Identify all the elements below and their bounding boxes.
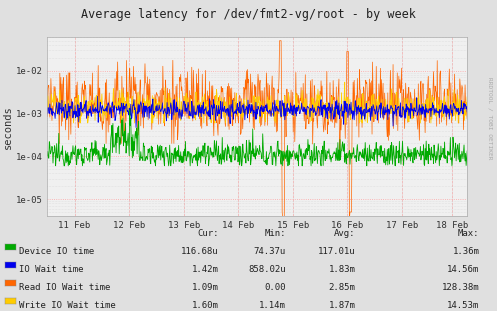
Text: IO Wait time: IO Wait time xyxy=(19,265,83,274)
Text: RRDTOOL / TOBI OETIKER: RRDTOOL / TOBI OETIKER xyxy=(487,77,492,160)
Text: Write IO Wait time: Write IO Wait time xyxy=(19,301,116,310)
Text: 1.36m: 1.36m xyxy=(453,247,480,256)
Text: 116.68u: 116.68u xyxy=(181,247,219,256)
Text: 128.38m: 128.38m xyxy=(442,283,480,292)
Text: 1.87m: 1.87m xyxy=(329,301,355,310)
Text: Cur:: Cur: xyxy=(197,229,219,238)
Y-axis label: seconds: seconds xyxy=(2,105,13,149)
Text: 2.85m: 2.85m xyxy=(329,283,355,292)
Text: 74.37u: 74.37u xyxy=(253,247,286,256)
Text: 1.42m: 1.42m xyxy=(192,265,219,274)
Text: Device IO time: Device IO time xyxy=(19,247,94,256)
Text: Min:: Min: xyxy=(264,229,286,238)
Text: Read IO Wait time: Read IO Wait time xyxy=(19,283,110,292)
Text: 1.09m: 1.09m xyxy=(192,283,219,292)
Text: 0.00: 0.00 xyxy=(264,283,286,292)
Text: 14.56m: 14.56m xyxy=(447,265,480,274)
Text: 858.02u: 858.02u xyxy=(248,265,286,274)
Text: 14.53m: 14.53m xyxy=(447,301,480,310)
Text: Avg:: Avg: xyxy=(334,229,355,238)
Text: 117.01u: 117.01u xyxy=(318,247,355,256)
Text: Max:: Max: xyxy=(458,229,480,238)
Text: 1.83m: 1.83m xyxy=(329,265,355,274)
Text: Average latency for /dev/fmt2-vg/root - by week: Average latency for /dev/fmt2-vg/root - … xyxy=(81,8,416,21)
Text: 1.14m: 1.14m xyxy=(259,301,286,310)
Text: 1.60m: 1.60m xyxy=(192,301,219,310)
